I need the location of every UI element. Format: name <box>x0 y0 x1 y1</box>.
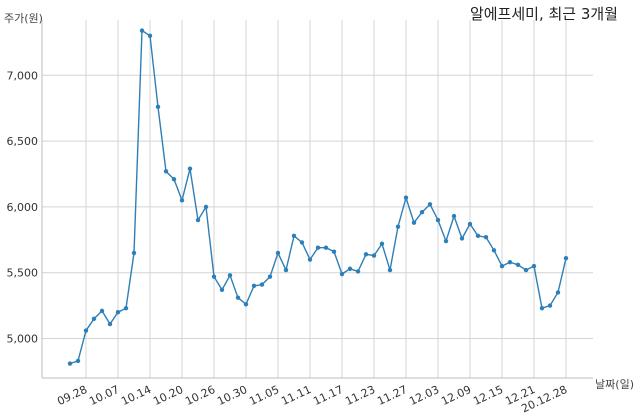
data-point <box>107 321 113 327</box>
data-point <box>483 234 489 240</box>
x-tick-label: 12.09 <box>439 383 473 408</box>
data-point <box>547 303 553 308</box>
x-tick-label: 11.27 <box>375 383 409 408</box>
data-point <box>531 263 537 269</box>
axes <box>41 20 593 379</box>
y-tick-label: 6,000 <box>7 201 39 214</box>
data-point <box>515 262 521 268</box>
data-point <box>435 217 441 223</box>
data-point <box>307 257 313 262</box>
data-point <box>283 267 289 273</box>
data-point <box>387 267 393 273</box>
chart-title: 알에프세미, 최근 3개월 <box>469 5 618 23</box>
data-point <box>355 269 361 274</box>
data-point <box>123 306 129 311</box>
data-point <box>195 217 201 223</box>
x-tick-label: 09.28 <box>55 383 89 408</box>
grid-lines <box>42 20 593 378</box>
data-point <box>275 250 281 256</box>
x-tick-label: 10.07 <box>87 383 121 408</box>
y-tick-label: 6,500 <box>7 135 39 148</box>
y-tick-label: 7,000 <box>7 69 39 82</box>
data-point <box>67 361 73 366</box>
data-point <box>171 177 177 182</box>
data-point <box>75 358 81 364</box>
x-tick-label: 11.11 <box>279 383 313 408</box>
data-point <box>467 221 473 227</box>
data-point <box>211 274 217 279</box>
data-point <box>403 195 409 200</box>
data-point <box>267 274 273 279</box>
data-point <box>507 259 513 265</box>
x-tick-label: 11.23 <box>343 383 377 408</box>
data-point <box>499 263 505 269</box>
data-point <box>523 267 529 273</box>
data-point <box>243 302 249 307</box>
y-tick-label: 5,500 <box>7 267 39 280</box>
data-point <box>379 241 385 246</box>
data-point <box>539 306 545 311</box>
data-point <box>323 245 329 250</box>
data-point <box>491 248 497 253</box>
x-tick-label: 10.26 <box>183 383 217 408</box>
data-point <box>259 282 265 287</box>
series-line <box>69 29 567 365</box>
data-point <box>227 273 233 278</box>
data-point <box>179 198 185 203</box>
x-tick-label: 12.15 <box>471 383 505 408</box>
y-axis-label: 주가(원) <box>4 12 43 25</box>
x-tick-label: 12.03 <box>407 383 441 408</box>
y-tick-label: 5,000 <box>7 333 39 346</box>
data-point <box>315 245 321 250</box>
price-series <box>67 28 569 366</box>
data-point <box>443 238 449 244</box>
data-point <box>163 169 169 174</box>
data-point <box>235 295 241 300</box>
data-point <box>155 104 161 110</box>
data-point <box>371 253 377 258</box>
data-point <box>563 256 569 261</box>
data-point <box>331 249 337 254</box>
x-axis-label: 날짜(일) <box>595 378 634 391</box>
data-point <box>203 204 209 210</box>
data-point <box>459 236 465 241</box>
data-point <box>347 266 353 271</box>
data-point <box>291 233 297 239</box>
data-point <box>555 290 561 295</box>
x-tick-label: 10.20 <box>151 383 185 408</box>
data-point <box>251 283 257 289</box>
data-point <box>139 28 145 33</box>
tick-labels: 5,000 5,500 6,000 6,500 7,000 09.2810.0710.14… <box>7 69 570 415</box>
x-tick-label: 11.17 <box>311 383 345 408</box>
data-point <box>475 233 481 239</box>
data-point <box>339 271 345 277</box>
data-point <box>451 213 457 219</box>
data-point <box>299 240 305 245</box>
data-point <box>419 209 425 215</box>
x-tick-label: 10.14 <box>119 383 153 408</box>
data-point <box>131 250 137 256</box>
data-point <box>147 33 153 38</box>
data-point <box>219 287 225 293</box>
x-tick-label: 10.30 <box>215 383 249 408</box>
data-point <box>427 202 433 207</box>
data-point <box>187 166 193 171</box>
data-point <box>115 309 121 315</box>
data-point <box>99 308 105 314</box>
data-point <box>91 316 97 321</box>
data-point <box>363 252 369 257</box>
data-point <box>83 328 89 333</box>
x-tick-label: 11.05 <box>247 383 281 408</box>
data-point <box>395 224 401 229</box>
data-point <box>411 220 417 225</box>
